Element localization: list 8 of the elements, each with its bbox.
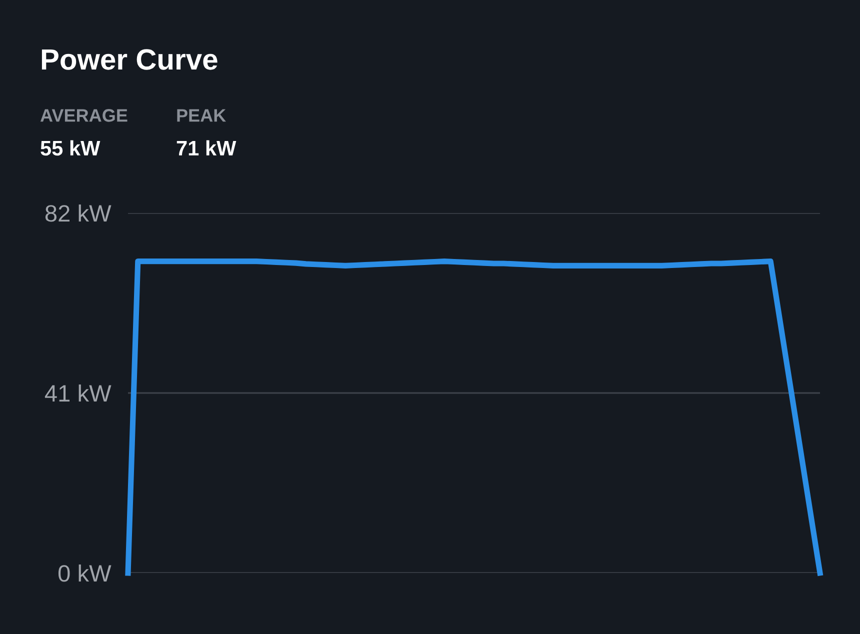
y-tick-label: 82 kW — [45, 204, 112, 222]
text: PEAK — [177, 109, 226, 122]
y-tick-label: 41 kW — [44, 384, 112, 402]
text: 55 kW — [40, 140, 100, 156]
chart-title: Power Curve — [42, 49, 218, 70]
text: 71 kW — [176, 140, 236, 156]
text: AVERAGE — [40, 109, 128, 122]
y-tick-label: 0 kW — [58, 564, 112, 582]
